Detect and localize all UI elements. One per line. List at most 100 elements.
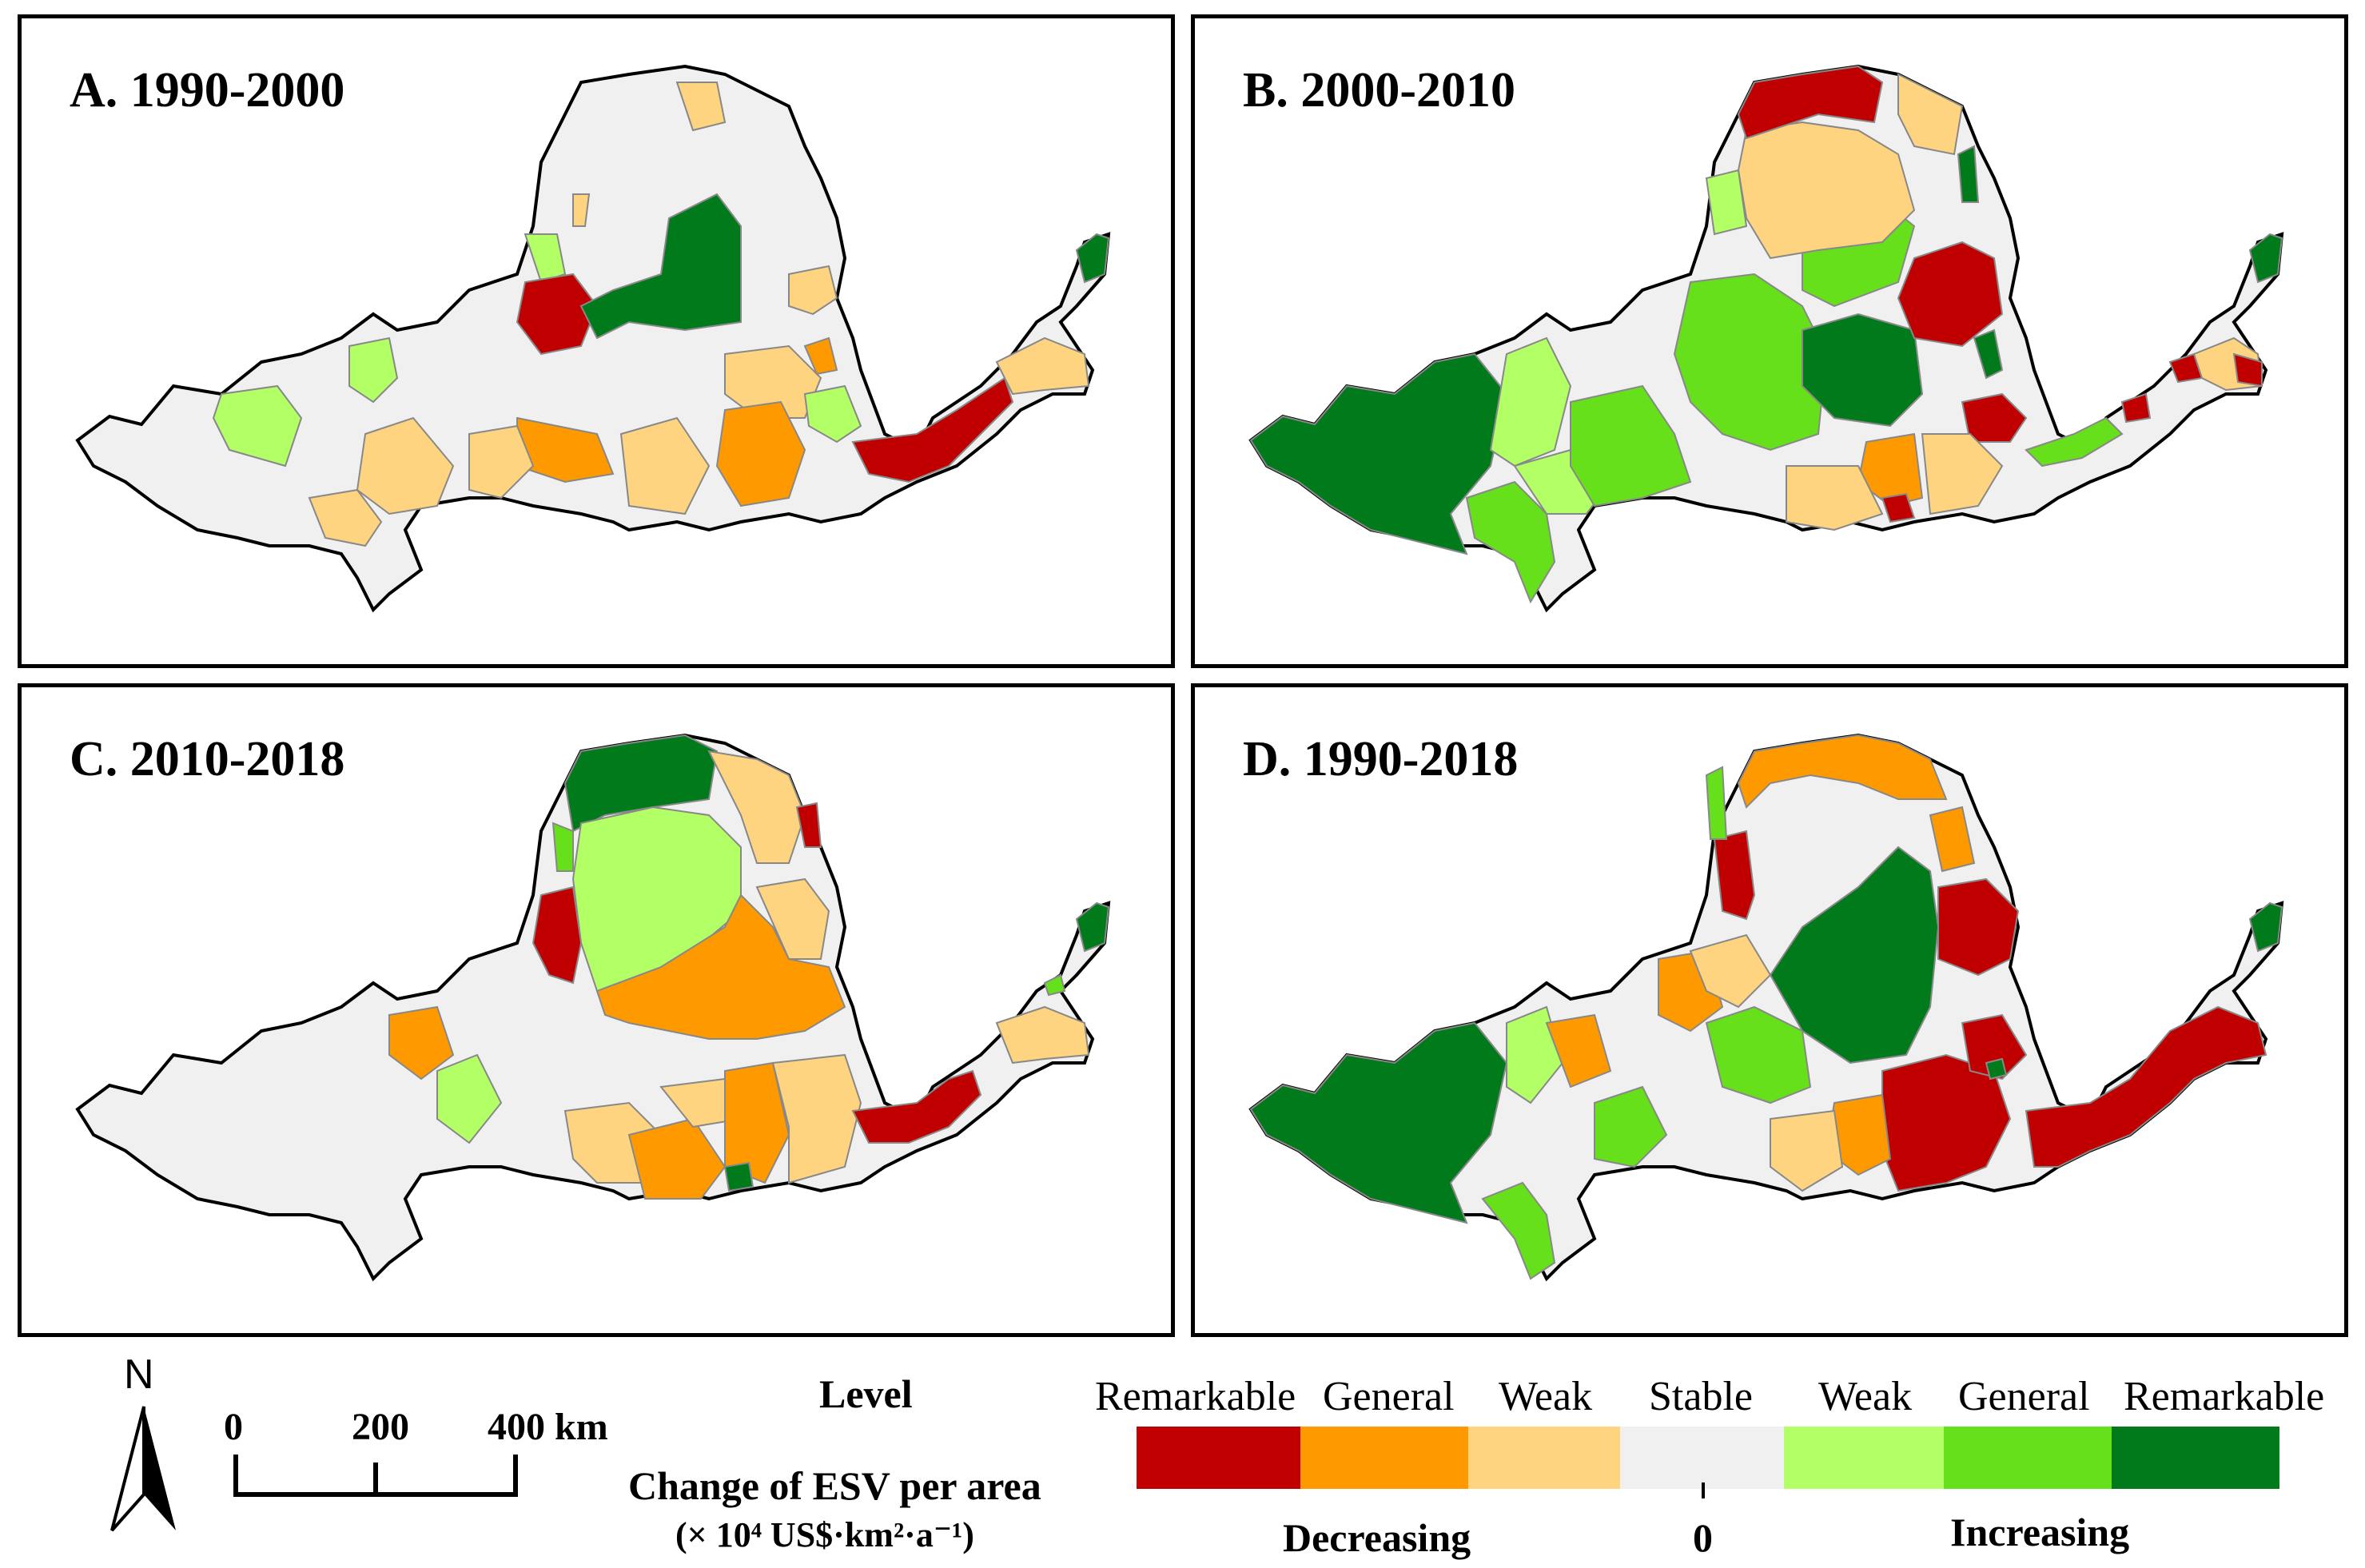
basin-map (75, 733, 1111, 1282)
level-label: General (1323, 1374, 1455, 1419)
region-remarkable-increase (579, 193, 742, 340)
zero-label: 0 (1693, 1515, 1713, 1560)
region-weak-decrease (995, 336, 1090, 396)
region-remarkable-decrease (2120, 392, 2152, 424)
region-remarkable-increase (1973, 328, 2004, 380)
region-general-increase (1673, 273, 1828, 452)
region-remarkable-increase (1802, 312, 1924, 428)
legend-swatch (1137, 1427, 1300, 1489)
region-remarkable-decrease (795, 802, 822, 848)
scale-label-400: 400 km (488, 1406, 608, 1448)
region-remarkable-increase (1249, 352, 1508, 555)
region-weak-decrease (724, 344, 822, 419)
region-weak-decrease (356, 416, 455, 515)
region-general-increase (1465, 480, 1556, 604)
legend-swatch (1784, 1427, 1944, 1489)
decreasing-label: Decreasing (1283, 1515, 1471, 1560)
region-remarkable-decrease (2025, 1005, 2267, 1168)
region-remarkable-increase (1249, 1021, 1508, 1224)
region-weak-decrease (572, 193, 591, 227)
region-weak-decrease (1770, 1109, 1844, 1192)
region-weak-decrease (468, 424, 535, 499)
region-general-decrease (724, 1061, 790, 1184)
zero-tick (1702, 1482, 1705, 1498)
region-weak-increase (1506, 1005, 1564, 1104)
region-weak-decrease (707, 750, 806, 864)
region-general-increase (1705, 1005, 1812, 1104)
map-panel-a: A. 1990-2000 (18, 14, 1175, 668)
basin-map (1248, 64, 2284, 613)
legend-level-title: Level (819, 1371, 913, 1416)
region-general-increase (1481, 1181, 1556, 1280)
legend-swatch (1300, 1427, 1468, 1489)
region-general-decrease (1737, 734, 1948, 809)
region-weak-decrease (675, 82, 727, 132)
region-remarkable-decrease (851, 1069, 982, 1144)
scale-label-0: 0 (224, 1406, 243, 1448)
region-weak-decrease (1897, 73, 1964, 156)
region-general-increase (1705, 766, 1728, 840)
region-remarkable-increase (1985, 1057, 2008, 1080)
legend-esv-title: Change of ESV per area (628, 1463, 1041, 1508)
region-weak-decrease (1689, 933, 1772, 1009)
region-general-increase (2025, 416, 2124, 468)
region-weak-decrease (995, 1005, 1090, 1065)
north-arrow-icon (110, 1406, 176, 1532)
region-remarkable-decrease (1881, 1053, 2012, 1192)
legend-swatch (1468, 1427, 1620, 1489)
region-remarkable-increase (2248, 901, 2283, 953)
region-weak-increase (803, 384, 862, 444)
region-weak-increase (1705, 169, 1748, 236)
region-remarkable-decrease (851, 376, 1014, 484)
region-weak-increase (212, 384, 303, 468)
region-weak-decrease (788, 265, 838, 316)
region-general-decrease (388, 1005, 455, 1080)
level-label: Weak (1818, 1374, 1913, 1419)
region-remarkable-decrease (2232, 352, 2263, 388)
region-weak-decrease (1921, 433, 2004, 515)
region-remarkable-decrease (1937, 878, 2020, 977)
legend-swatch (1620, 1427, 1784, 1489)
region-fills (1249, 734, 2283, 1280)
region-fills (388, 734, 1110, 1200)
panel-title: A. 1990-2000 (70, 63, 345, 117)
region-remarkable-increase (723, 1161, 754, 1192)
region-general-increase (1570, 384, 1692, 507)
region-weak-decrease (755, 878, 830, 960)
region-general-increase (1594, 1085, 1668, 1168)
region-remarkable-increase (1957, 145, 1980, 203)
basin-outline (75, 64, 1111, 613)
map-panel-b: B. 2000-2010 (1191, 14, 2348, 668)
level-label: General (1958, 1374, 2090, 1419)
panel-title: B. 2000-2010 (1243, 63, 1515, 117)
region-fills (1249, 65, 2283, 604)
region-remarkable-decrease (1737, 65, 1884, 140)
region-weak-decrease (771, 1053, 862, 1184)
region-general-increase (1043, 973, 1066, 997)
region-remarkable-decrease (1897, 241, 2004, 348)
region-remarkable-increase (1075, 233, 1110, 284)
map-panel-c: C. 2010-2018 (18, 683, 1175, 1337)
region-remarkable-decrease (1713, 830, 1756, 921)
region-remarkable-decrease (516, 273, 599, 356)
region-weak-decrease (308, 488, 383, 547)
region-general-decrease (627, 1117, 727, 1200)
region-remarkable-decrease (1881, 492, 1916, 523)
basin-regions (75, 64, 1111, 613)
region-remarkable-decrease (1961, 1013, 2028, 1080)
north-label: N (124, 1351, 154, 1398)
level-label: Remarkable (2124, 1374, 2325, 1419)
region-remarkable-increase (1769, 846, 1940, 1065)
legend-unit: (× 10⁴ US$·km²·a⁻¹) (675, 1515, 974, 1554)
map-panel-d: D. 1990-2018 (1191, 683, 2348, 1337)
level-label: Remarkable (1095, 1374, 1296, 1419)
region-general-increase (551, 822, 574, 872)
region-general-decrease (595, 893, 846, 1040)
panel-title: D. 1990-2018 (1243, 732, 1519, 786)
increasing-label: Increasing (1950, 1510, 2130, 1554)
scale-bar (233, 1455, 518, 1497)
region-remarkable-decrease (532, 885, 583, 985)
level-label: Weak (1499, 1374, 1593, 1419)
scale-label-200: 200 (352, 1406, 409, 1448)
region-weak-increase (1489, 336, 1572, 468)
